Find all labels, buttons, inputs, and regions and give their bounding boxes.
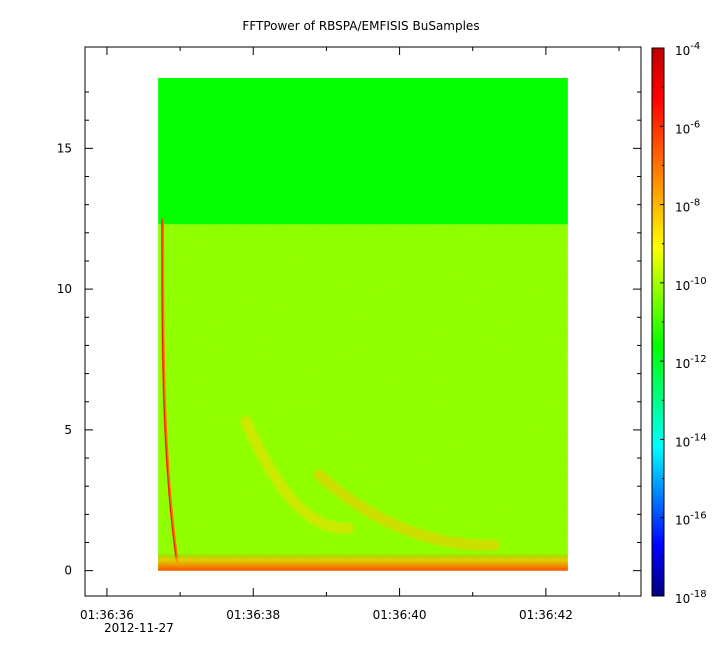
colorbar-tick-label: 10-16 [675,511,707,528]
heatmap-region-0 [158,77,568,225]
x-tick-label: 01:36:40 [373,608,427,622]
colorbar-tick-label: 10-18 [675,589,707,606]
y-tick-label: 0 [64,564,72,578]
whistler-trace [161,218,179,563]
colorbar: 10-4 10-6 10-8 10-10 10-12 10-14 10-16 10-18 [651,41,707,606]
chart-title: FFTPower of RBSPA/EMFISIS BuSamples [242,19,479,33]
x-tick-label: 01:36:38 [226,608,280,622]
colorbar-tick-label: 10-10 [675,276,707,293]
heatmap-speckle [158,224,568,571]
x-axis: 01:36:36 01:36:38 01:36:40 01:36:42 [80,47,620,622]
chorus-arc-2 [313,469,501,551]
y-axis: 0 5 10 15 [57,91,641,578]
low-frequency-band [158,553,568,571]
colorbar-tick-label: 10-12 [675,354,707,371]
x-date-label: 2012-11-27 [104,621,174,635]
colorbar-ticks: 10-4 10-6 10-8 10-10 10-12 10-14 10-16 10-18 [660,41,707,606]
colorbar-tick-label: 10-4 [675,41,700,58]
x-tick-label: 01:36:42 [519,608,573,622]
y-tick-label: 15 [57,141,72,155]
whistler-line-2 [162,218,179,563]
plot-area: 01:36:36 01:36:38 01:36:40 01:36:42 051015 … [57,46,642,635]
colorbar-gradient [652,48,664,596]
y-tick-label: 10 [57,282,72,296]
y-tick-label: 5 [64,423,72,437]
chorus-arc-1 [240,415,354,534]
colorbar-tick-label: 10-14 [675,432,707,449]
colorbar-tick-label: 10-8 [675,198,700,215]
x-tick-label: 01:36:36 [80,608,134,622]
heatmap-image [158,77,568,571]
colorbar-tick-label: 10-6 [675,119,700,136]
